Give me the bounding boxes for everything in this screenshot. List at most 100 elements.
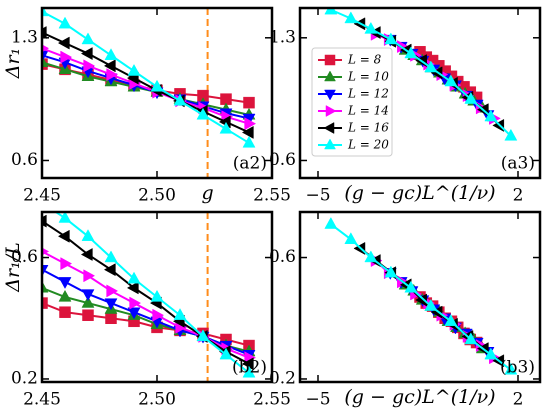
- marker: [42, 55, 49, 67]
- series-line: [53, 212, 250, 374]
- marker: [244, 117, 257, 131]
- y-tick-label: 0.6: [11, 247, 38, 267]
- marker: [129, 296, 142, 310]
- plot-area: [324, 217, 518, 375]
- marker: [127, 307, 141, 320]
- y-tick-label: 0.2: [269, 368, 296, 388]
- panel-label: (a3): [501, 154, 535, 174]
- marker: [83, 59, 96, 73]
- series-line: [42, 31, 250, 134]
- y-tick-label: 1.3: [11, 27, 38, 47]
- legend-label: L = 8: [347, 53, 382, 67]
- plot-area: [324, 8, 518, 141]
- marker: [104, 48, 118, 60]
- marker: [127, 63, 141, 76]
- legend-label: L = 10: [347, 70, 389, 84]
- series-line: [42, 10, 250, 144]
- marker: [424, 298, 438, 311]
- series-line: [330, 8, 512, 137]
- series-line: [42, 250, 250, 359]
- marker: [150, 79, 164, 92]
- marker: [344, 232, 358, 244]
- marker: [42, 280, 49, 293]
- y-axis-label: Δr₁/L: [2, 242, 24, 292]
- x-axis-label: (g − gc)L^(1/ν): [344, 386, 495, 408]
- marker: [82, 309, 94, 321]
- marker: [430, 66, 443, 80]
- marker: [492, 118, 505, 132]
- marker: [127, 271, 141, 284]
- marker: [58, 212, 72, 223]
- marker: [106, 68, 119, 82]
- x-tick-label: −5: [305, 186, 330, 206]
- marker: [404, 280, 418, 293]
- legend-label: L = 14: [347, 104, 389, 118]
- x-tick-label: 2: [513, 186, 524, 206]
- marker: [241, 125, 254, 139]
- marker: [80, 248, 93, 261]
- legend-label: L = 20: [347, 138, 389, 152]
- panel-label: (b2): [232, 358, 267, 378]
- x-tick-label: 2.45: [23, 390, 61, 410]
- marker: [242, 135, 256, 148]
- marker: [173, 308, 187, 320]
- marker: [60, 257, 73, 271]
- x-axis-label: (g − gc)L^(1/ν): [344, 182, 495, 204]
- marker: [104, 298, 118, 311]
- axes-frame: [298, 6, 542, 180]
- marker: [60, 50, 73, 64]
- axes-frame: [298, 210, 542, 384]
- marker: [103, 263, 116, 277]
- marker: [57, 36, 70, 50]
- series-line: [42, 268, 250, 356]
- legend-marker: [324, 70, 336, 82]
- marker: [58, 16, 72, 29]
- panel-label: (a2): [233, 154, 267, 174]
- x-tick-label: −5: [305, 390, 330, 410]
- marker: [384, 265, 398, 278]
- marker: [152, 308, 165, 322]
- marker: [103, 59, 116, 73]
- legend-marker: [323, 122, 335, 134]
- y-tick-label: 0.6: [11, 150, 38, 170]
- panel-label: (b3): [500, 358, 535, 378]
- marker: [57, 229, 70, 243]
- marker: [126, 281, 139, 295]
- marker: [219, 347, 233, 360]
- marker: [81, 295, 95, 308]
- marker: [58, 289, 72, 302]
- series-line: [330, 223, 512, 371]
- legend-label: L = 16: [347, 121, 389, 135]
- legend-label: L = 12: [347, 87, 389, 101]
- x-tick-label: 2.45: [23, 186, 61, 206]
- marker: [484, 347, 498, 360]
- marker: [242, 365, 256, 378]
- axes-frame: [40, 6, 274, 180]
- x-axis-label: g: [202, 182, 214, 204]
- series-line: [42, 302, 250, 347]
- y-tick-label: 0.6: [269, 247, 296, 267]
- marker: [196, 329, 210, 342]
- marker: [241, 357, 254, 371]
- marker: [504, 128, 518, 141]
- marker: [384, 32, 398, 45]
- legend-marker: [324, 89, 336, 101]
- x-tick-label: 2: [513, 390, 524, 410]
- marker: [484, 109, 498, 122]
- marker: [464, 332, 478, 345]
- marker: [42, 8, 49, 17]
- marker: [83, 269, 96, 283]
- marker: [324, 217, 338, 229]
- marker: [364, 21, 378, 34]
- marker: [173, 93, 187, 106]
- legend-marker: [324, 138, 336, 150]
- y-axis-label: Δr₁: [2, 48, 24, 79]
- marker: [150, 289, 164, 302]
- marker: [364, 250, 378, 263]
- marker: [424, 60, 438, 73]
- x-tick-label: 2.55: [253, 390, 291, 410]
- marker: [81, 229, 95, 241]
- y-tick-label: 1.3: [269, 27, 296, 47]
- legend-marker: [324, 54, 336, 66]
